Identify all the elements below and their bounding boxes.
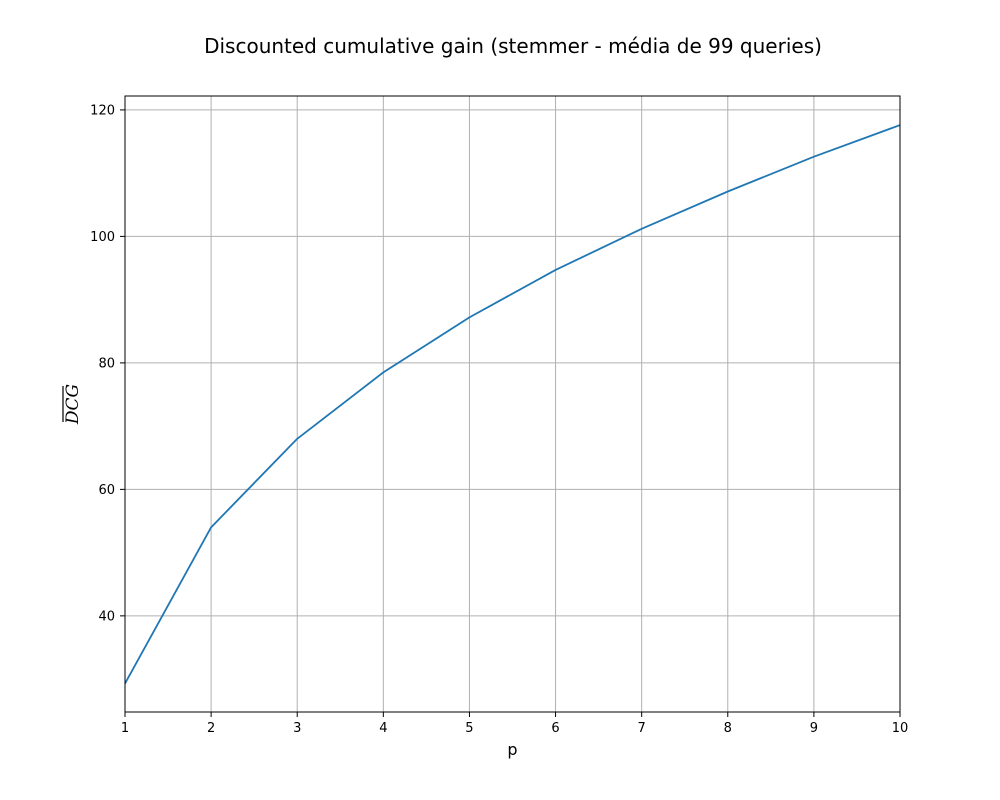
- chart-title: Discounted cumulative gain (stemmer - mé…: [204, 34, 822, 58]
- x-axis-label: p: [507, 740, 517, 759]
- y-tick-label: 120: [90, 103, 115, 118]
- series-line: [124, 124, 901, 684]
- x-tick-label: 3: [293, 721, 301, 736]
- x-tick-label: 5: [465, 721, 473, 736]
- axis-ticks: 1 2 3 4 5 6 7 8 9 10 40 60 80 100 120: [90, 103, 908, 736]
- series-layer: [124, 124, 901, 684]
- x-tick-label: 9: [810, 721, 818, 736]
- x-tick-label: 7: [638, 721, 646, 736]
- y-axis-label: DCG: [63, 384, 83, 425]
- y-axis-label-group: DCG: [62, 384, 83, 425]
- x-tick-label: 8: [724, 721, 732, 736]
- y-tick-label: 100: [90, 230, 115, 245]
- y-tick-label: 40: [98, 609, 115, 624]
- x-tick-label: 6: [551, 721, 559, 736]
- y-tick-label: 80: [98, 356, 115, 371]
- x-tick-label: 2: [207, 721, 215, 736]
- x-tick-label: 1: [121, 721, 129, 736]
- x-tick-label: 4: [379, 721, 387, 736]
- grid: [124, 96, 901, 712]
- plot-frame: [124, 95, 901, 713]
- x-tick-label: 10: [892, 721, 909, 736]
- y-tick-label: 60: [98, 483, 115, 498]
